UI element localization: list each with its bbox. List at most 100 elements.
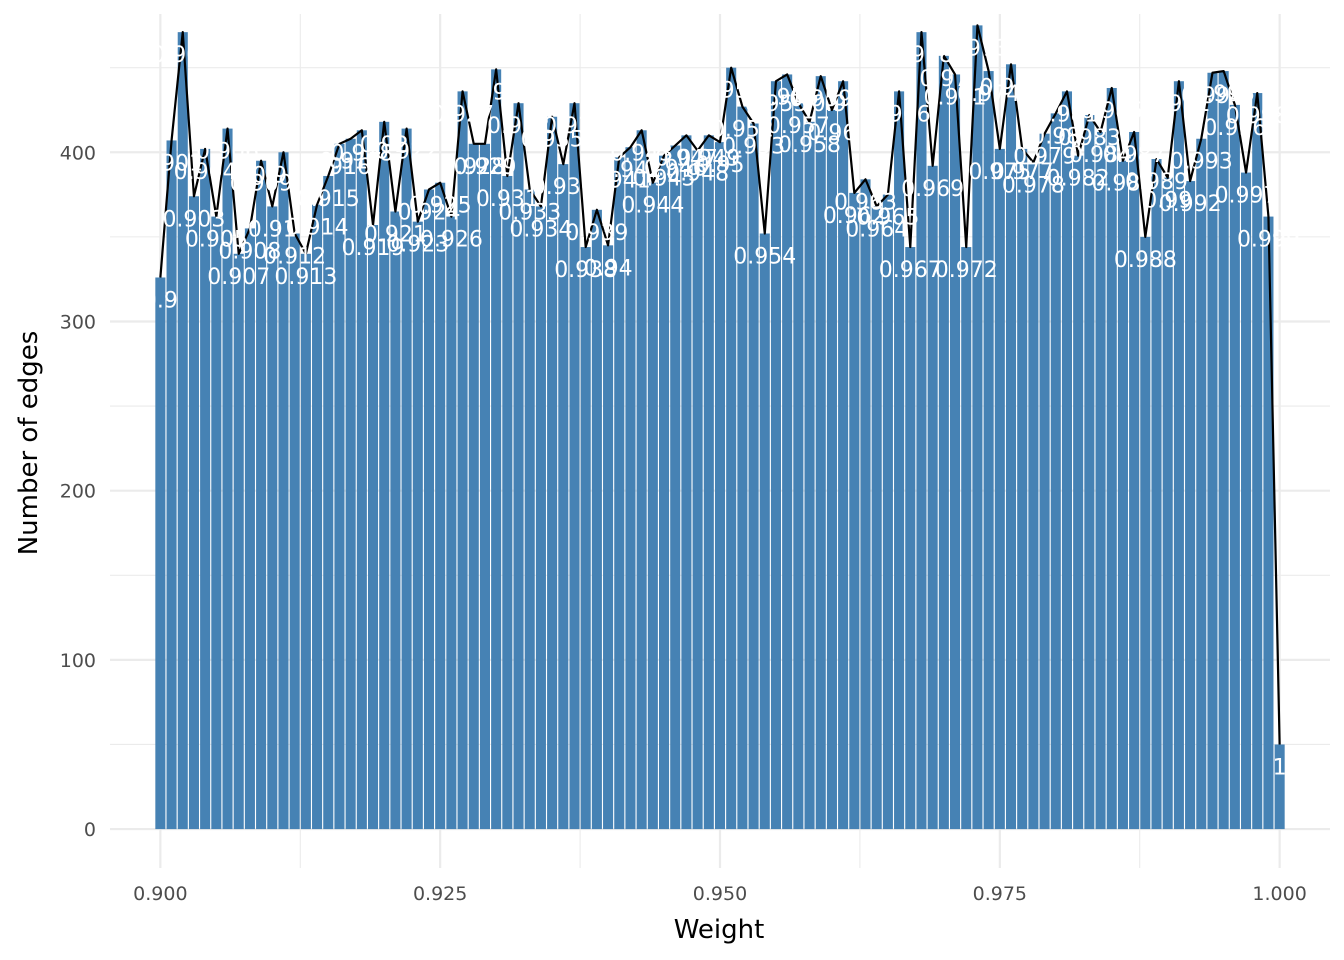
bar-label: 0.948 xyxy=(666,162,729,187)
bar-label: 0.997 xyxy=(1215,184,1278,209)
bar-label: 0.95 xyxy=(696,153,745,178)
bar-label: 0.952 xyxy=(711,118,774,143)
bar-label: 0.966 xyxy=(868,102,931,127)
bar xyxy=(770,81,781,830)
bar xyxy=(535,206,546,830)
bar xyxy=(1039,133,1050,830)
bar xyxy=(379,121,390,830)
bar-label: 0.927 xyxy=(431,102,494,127)
bar xyxy=(793,103,804,830)
bar xyxy=(916,32,927,830)
bar xyxy=(200,148,211,830)
bar xyxy=(692,150,703,830)
bar xyxy=(390,211,401,830)
y-tick-label: 300 xyxy=(60,311,96,333)
bar-label: 0.972 xyxy=(935,258,998,283)
bar xyxy=(860,179,871,830)
bar xyxy=(412,221,423,830)
bar xyxy=(1185,181,1196,830)
bar-label: 0.953 xyxy=(722,135,785,160)
bar-label: 0.999 xyxy=(1237,228,1300,253)
bar xyxy=(211,216,222,830)
bar-label: 0.905 xyxy=(185,228,248,253)
bar-label: 1 xyxy=(1273,755,1287,780)
bar-label: 0.973 xyxy=(946,36,1009,61)
bar xyxy=(435,182,446,830)
bar xyxy=(1241,172,1252,830)
bar xyxy=(983,71,994,830)
bar-label: 0.922 xyxy=(375,140,438,165)
bar-label: 0.907 xyxy=(207,265,270,290)
bar-label: 0.951 xyxy=(700,79,763,104)
x-tick-label: 0.975 xyxy=(973,883,1027,905)
bar xyxy=(894,91,905,830)
bar-label: 0.957 xyxy=(767,114,830,139)
bar-label: 0.965 xyxy=(856,206,919,231)
bar-label: 0.94 xyxy=(584,256,633,281)
bar-label: 0.982 xyxy=(1047,167,1110,192)
bar-label: 0.967 xyxy=(879,258,942,283)
bar-label: 0.947 xyxy=(655,146,718,171)
bar-label: 0.942 xyxy=(599,158,662,183)
bar xyxy=(1218,71,1229,830)
bar-label: 0.962 xyxy=(823,204,886,229)
bar xyxy=(580,247,591,830)
bar xyxy=(1061,91,1073,830)
bar xyxy=(871,206,882,830)
bar xyxy=(457,91,468,830)
bar-label: 0.958 xyxy=(778,133,841,158)
bar-label: 0.99 xyxy=(1143,189,1192,214)
bar-label: 0.929 xyxy=(453,155,516,180)
bar-label: 0.915 xyxy=(297,187,360,212)
bar xyxy=(300,253,311,830)
bar xyxy=(1084,115,1095,830)
bar-label: 0.91 xyxy=(248,217,297,242)
bar-label: 0.913 xyxy=(274,265,337,290)
bar xyxy=(759,233,770,830)
bar-label: 0.933 xyxy=(498,201,561,226)
bar-label: 0.996 xyxy=(1203,116,1266,141)
bar xyxy=(1117,160,1128,830)
bar xyxy=(569,103,580,830)
bar xyxy=(312,204,323,830)
bar-label: 0.904 xyxy=(174,160,237,185)
bar-label: 0.988 xyxy=(1114,248,1177,273)
bar xyxy=(1050,113,1061,830)
bar-label: 0.974 xyxy=(957,82,1020,107)
bar xyxy=(446,216,457,830)
bar-label: 0.901 xyxy=(140,151,203,176)
bar-label: 0.916 xyxy=(308,155,371,180)
bar xyxy=(1073,155,1084,830)
bar xyxy=(1151,159,1162,830)
bar xyxy=(1095,131,1106,830)
bar-label: 0.986 xyxy=(1091,172,1154,197)
x-tick-label: 0.900 xyxy=(133,883,187,905)
bar-label: 0.912 xyxy=(263,244,326,269)
bar-label: 0.97 xyxy=(919,67,968,92)
bar xyxy=(468,143,479,830)
bar-label: 0.959 xyxy=(789,87,852,112)
bar xyxy=(782,74,793,830)
bar xyxy=(636,130,647,830)
bar-label: 0.9 xyxy=(143,288,178,313)
x-axis-title: Weight xyxy=(674,915,765,945)
bar xyxy=(659,155,670,830)
bar xyxy=(804,121,815,830)
bar xyxy=(603,245,614,830)
y-tick-label: 0 xyxy=(84,819,96,841)
bar-label: 0.954 xyxy=(733,244,796,269)
bar-label: 0.918 xyxy=(330,141,393,166)
bar xyxy=(1274,744,1285,830)
bar-label: 0.949 xyxy=(677,146,740,171)
bar xyxy=(905,247,916,830)
bar xyxy=(423,189,435,830)
bar xyxy=(849,192,860,830)
bar xyxy=(1017,148,1028,830)
bar xyxy=(972,25,983,830)
bar xyxy=(1263,216,1274,830)
bar-label: 0.911 xyxy=(252,163,315,188)
bar xyxy=(1229,104,1240,830)
bar-label: 0.998 xyxy=(1226,104,1289,129)
bar xyxy=(748,123,759,830)
